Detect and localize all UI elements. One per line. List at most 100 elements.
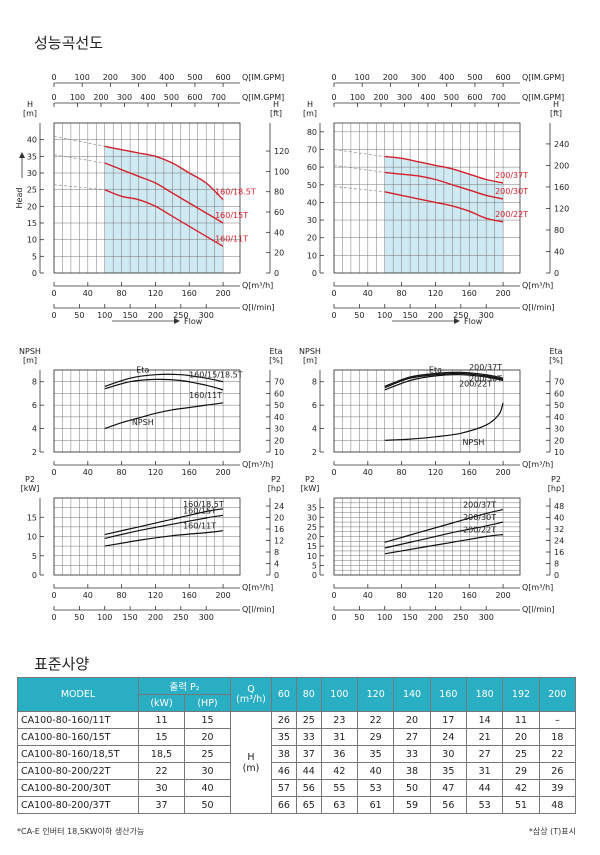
head-value-cell: 38 xyxy=(393,762,431,780)
bottom-tick-label: 300 xyxy=(199,311,214,320)
bottom-tick-label: 100 xyxy=(377,613,392,622)
model-cell: CA100-80-200/30T xyxy=(17,779,139,797)
head-value-cell: 46 xyxy=(271,762,297,780)
head-curve xyxy=(104,189,224,247)
eta-curve-label: 200/22T xyxy=(459,380,492,389)
left-tick-label: 20 xyxy=(307,234,317,243)
head-value-cell: 23 xyxy=(320,711,359,729)
left-tick-label: 5 xyxy=(312,561,317,570)
right-tick-label: 30 xyxy=(274,425,284,434)
left-tick-label: 6 xyxy=(32,401,37,410)
bottom-tick-label: 300 xyxy=(479,613,494,622)
bottom-tick-label: 160 xyxy=(182,468,197,477)
bottom-tick-label: 160 xyxy=(462,468,477,477)
left-tick-label: 0 xyxy=(312,571,317,580)
top-tick-label: 400 xyxy=(420,93,435,102)
head-value-cell: 31 xyxy=(465,762,504,780)
bottom-axis-unit: Q[l/min] xyxy=(522,303,555,312)
bottom-tick-label: 250 xyxy=(453,613,468,622)
head-curve xyxy=(104,145,224,201)
top-axis-unit: Q[IM.GPM] xyxy=(242,93,284,102)
top-tick-label: 500 xyxy=(467,73,482,82)
right-tick-label: 60 xyxy=(274,208,284,217)
output-header: 출력 P₂ xyxy=(138,677,231,695)
left-tick-label: 70 xyxy=(307,145,317,154)
hp-header: (HP) xyxy=(184,694,231,712)
head-arrow-head xyxy=(19,152,25,158)
model-cell: CA100-80-160/11T xyxy=(17,711,139,729)
top-axis-unit: Q[IM.GPM] xyxy=(242,73,284,82)
head-value-cell: 25 xyxy=(295,711,322,729)
eta-curve-label: 200/30T xyxy=(469,374,502,383)
eta-curve xyxy=(104,378,224,391)
bottom-tick-label: 40 xyxy=(363,591,373,600)
right-tick-label: 0 xyxy=(274,571,279,580)
plot-frame xyxy=(333,369,521,453)
bottom-tick-label: 0 xyxy=(51,613,56,622)
left-tick-label: 15 xyxy=(27,513,37,522)
flow-arrow-head xyxy=(174,318,180,324)
right-tick-label: 160 xyxy=(554,183,569,192)
right-tick-label: 10 xyxy=(274,448,284,457)
head-value-cell: 17 xyxy=(429,711,468,729)
bottom-tick-label: 100 xyxy=(97,613,112,622)
right-tick-label: 40 xyxy=(554,514,564,523)
left-tick-label: 10 xyxy=(27,533,37,542)
plot-frame xyxy=(53,122,241,274)
spec-table: MODEL 출력 P₂ Q (m³/h) 60 80 100 120 140 160 180… xyxy=(17,677,577,814)
left-tick-label: 5 xyxy=(32,252,37,261)
head-axis-label: Head xyxy=(15,188,24,209)
right-tick-label: 70 xyxy=(274,378,284,387)
curve-label: 160/15T xyxy=(215,211,248,220)
flow-label: Flow xyxy=(464,317,483,326)
head-value-cell: 20 xyxy=(502,728,540,746)
bottom-tick-label: 0 xyxy=(51,591,56,600)
head-curve-dashed xyxy=(53,135,105,147)
top-tick-label: 300 xyxy=(117,93,132,102)
model-header: MODEL xyxy=(17,677,139,712)
bottom-tick-label: 100 xyxy=(97,311,112,320)
head-value-cell: 25 xyxy=(502,745,540,763)
left-tick-label: 35 xyxy=(307,504,317,513)
bottom-tick-label: 0 xyxy=(51,468,56,477)
flow-header: 160 xyxy=(429,677,468,712)
top-tick-label: 600 xyxy=(187,93,202,102)
power-curve xyxy=(104,530,224,547)
head-value-cell: 56 xyxy=(295,779,322,797)
hp-cell: 50 xyxy=(184,796,231,814)
flow-header: 180 xyxy=(465,677,504,712)
curve-label: 200/37T xyxy=(495,171,528,180)
left-axis-unit: NPSH [m] xyxy=(19,347,41,365)
right-tick-label: 70 xyxy=(554,378,564,387)
curves-title: 성능곡선도 xyxy=(34,34,104,52)
flow-header: 60 xyxy=(271,677,297,712)
top-tick-label: 200 xyxy=(383,73,398,82)
power-curve xyxy=(384,534,504,555)
left-tick-label: 35 xyxy=(27,152,37,161)
flow-header: 192 xyxy=(502,677,540,712)
right-tick-label: 60 xyxy=(274,389,284,398)
right-tick-label: 20 xyxy=(274,514,284,523)
kw-cell: 18,5 xyxy=(138,745,185,763)
top-tick-label: 200 xyxy=(373,93,388,102)
bottom-axis-unit: Q[l/min] xyxy=(242,303,275,312)
top-tick-label: 600 xyxy=(495,73,510,82)
eta-curve xyxy=(384,374,504,391)
bottom-tick-label: 250 xyxy=(173,311,188,320)
left-tick-label: 30 xyxy=(307,216,317,225)
bottom-tick-label: 40 xyxy=(83,289,93,298)
right-tick-label: 30 xyxy=(554,425,564,434)
bottom-axis-unit: Q[m³/h] xyxy=(242,281,273,290)
right-tick-label: 50 xyxy=(554,401,564,410)
right-tick-label: 16 xyxy=(274,525,284,534)
right-axis-unit: Eta [%] xyxy=(549,347,563,365)
spec-title: 표준사양 xyxy=(34,655,90,673)
bottom-tick-label: 0 xyxy=(331,613,336,622)
plot-frame xyxy=(53,497,241,576)
right-tick-label: 24 xyxy=(274,502,284,511)
right-tick-label: 60 xyxy=(554,389,564,398)
power-curve xyxy=(384,509,504,543)
head-value-cell: 39 xyxy=(538,779,577,797)
kw-cell: 30 xyxy=(138,779,185,797)
